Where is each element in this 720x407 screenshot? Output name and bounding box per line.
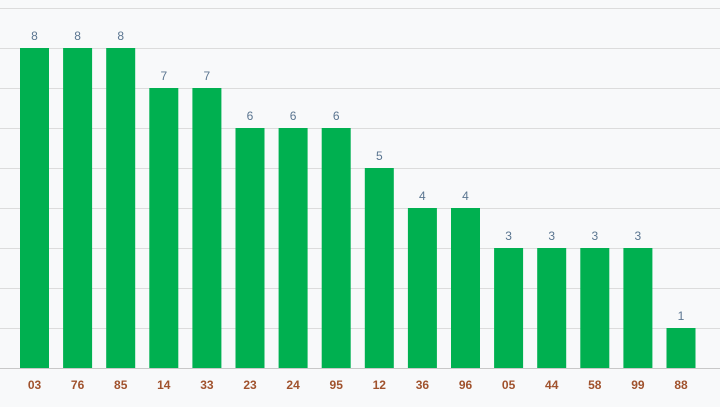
value-label-33: 7 bbox=[204, 69, 211, 83]
category-label-24: 24 bbox=[286, 378, 300, 392]
category-label-44: 44 bbox=[545, 378, 559, 392]
category-label-95: 95 bbox=[330, 378, 344, 392]
value-label-05: 3 bbox=[505, 229, 512, 243]
value-label-12: 5 bbox=[376, 149, 383, 163]
bar-85[interactable] bbox=[106, 48, 136, 368]
category-label-36: 36 bbox=[416, 378, 430, 392]
category-label-33: 33 bbox=[200, 378, 214, 392]
bars bbox=[20, 48, 696, 368]
value-label-36: 4 bbox=[419, 189, 426, 203]
category-label-88: 88 bbox=[674, 378, 688, 392]
category-label-23: 23 bbox=[243, 378, 257, 392]
value-labels: 8 8 8 7 7 6 6 6 5 4 4 3 3 3 3 1 bbox=[31, 29, 685, 323]
value-label-23: 6 bbox=[247, 109, 254, 123]
category-label-76: 76 bbox=[71, 378, 85, 392]
bar-33[interactable] bbox=[192, 88, 222, 368]
value-label-44: 3 bbox=[548, 229, 555, 243]
bar-23[interactable] bbox=[235, 128, 265, 368]
value-label-88: 1 bbox=[678, 309, 685, 323]
bar-03[interactable] bbox=[20, 48, 49, 368]
bar-58[interactable] bbox=[580, 248, 610, 368]
value-label-76: 8 bbox=[74, 29, 81, 43]
value-label-03: 8 bbox=[31, 29, 38, 43]
value-label-95: 6 bbox=[333, 109, 340, 123]
bar-24[interactable] bbox=[278, 128, 308, 368]
value-label-96: 4 bbox=[462, 189, 469, 203]
category-label-58: 58 bbox=[588, 378, 602, 392]
category-label-12: 12 bbox=[373, 378, 387, 392]
bar-88[interactable] bbox=[666, 328, 696, 368]
bar-44[interactable] bbox=[537, 248, 567, 368]
category-label-03: 03 bbox=[28, 378, 42, 392]
category-label-05: 05 bbox=[502, 378, 516, 392]
bar-14[interactable] bbox=[149, 88, 179, 368]
bar-12[interactable] bbox=[364, 168, 394, 368]
value-label-99: 3 bbox=[635, 229, 642, 243]
category-label-96: 96 bbox=[459, 378, 473, 392]
bar-05[interactable] bbox=[494, 248, 524, 368]
bar-96[interactable] bbox=[451, 208, 480, 368]
bar-99[interactable] bbox=[623, 248, 653, 368]
category-label-99: 99 bbox=[631, 378, 645, 392]
bar-95[interactable] bbox=[321, 128, 351, 368]
value-label-58: 3 bbox=[591, 229, 598, 243]
category-label-85: 85 bbox=[114, 378, 128, 392]
bar-36[interactable] bbox=[407, 208, 437, 368]
value-label-14: 7 bbox=[160, 69, 167, 83]
category-label-14: 14 bbox=[157, 378, 171, 392]
bar-76[interactable] bbox=[63, 48, 93, 368]
value-label-85: 8 bbox=[117, 29, 124, 43]
value-label-24: 6 bbox=[290, 109, 297, 123]
category-labels: 03 76 85 14 33 23 24 95 12 36 96 05 44 58 99 88 bbox=[28, 378, 688, 392]
